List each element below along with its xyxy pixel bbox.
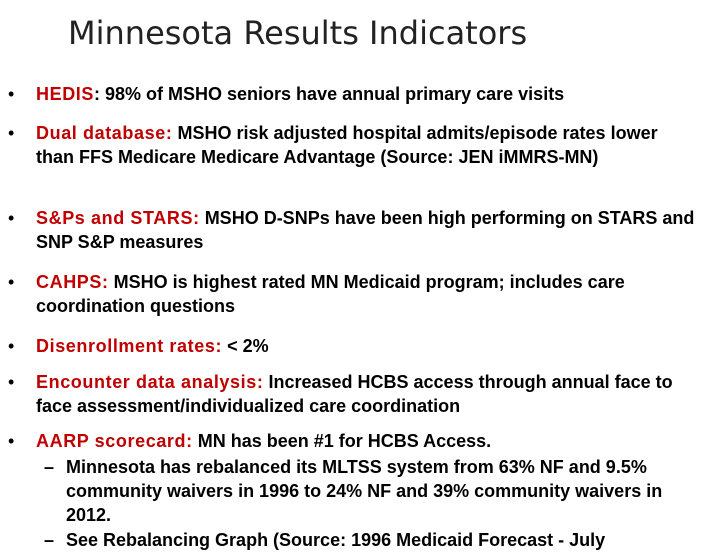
bullet-lead: Encounter data analysis: (36, 372, 264, 392)
bullet-text: CAHPS: MSHO is highest rated MN Medicaid… (36, 270, 698, 318)
bullet-lead: CAHPS: (36, 272, 109, 292)
bullet-text: HEDIS: 98% of MSHO seniors have annual p… (36, 82, 698, 106)
slide-title: Minnesota Results Indicators (68, 14, 528, 52)
bullet-body: MSHO risk adjusted hospital admits/episo… (36, 123, 658, 167)
bullet-text: S&Ps and STARS: MSHO D-SNPs have been hi… (36, 206, 698, 254)
bullet-body: MSHO D-SNPs have been high performing on… (36, 208, 695, 252)
bullet-list: • HEDIS: 98% of MSHO seniors have annual… (8, 82, 698, 550)
bullet-body: : 98% of MSHO seniors have annual primar… (94, 84, 565, 104)
subbullet-graph-source: – See Rebalancing Graph (Source: 1996 Me… (44, 528, 694, 552)
bullet-lead: S&Ps and STARS: (36, 208, 200, 228)
bullet-body: MN has been #1 for HCBS Access. (192, 431, 492, 451)
subbullet-text: Minnesota has rebalanced its MLTSS syste… (66, 457, 663, 525)
bullet-marker: • (8, 208, 15, 228)
bullet-marker: • (8, 336, 15, 356)
bullet-body: Increased HCBS access through annual fac… (36, 372, 673, 416)
bullet-marker: • (8, 123, 15, 143)
bullet-body: MSHO is highest rated MN Medicaid progra… (36, 272, 625, 316)
bullet-body: < 2% (222, 336, 269, 356)
bullet-lead: HEDIS (36, 84, 95, 104)
bullet-lead: Disenrollment rates: (36, 336, 223, 356)
bullet-lead: Dual database: (36, 123, 173, 143)
bullet-text: Dual database: MSHO risk adjusted hospit… (36, 121, 698, 169)
subbullet-text: See Rebalancing Graph (Source: 1996 Medi… (66, 530, 606, 550)
bullet-marker: • (8, 431, 15, 451)
bullet-text: AARP scorecard: MN has been #1 for HCBS … (36, 429, 698, 453)
bullet-text: Encounter data analysis: Increased HCBS … (36, 370, 698, 418)
bullet-lead: AARP scorecard: (36, 431, 193, 451)
bullet-marker: • (8, 84, 15, 104)
subbullet-marker: – (44, 457, 55, 477)
bullet-text: Disenrollment rates: < 2% (36, 334, 698, 358)
bullet-marker: • (8, 272, 15, 292)
subbullet-marker: – (44, 530, 55, 550)
subbullet-rebalancing: – Minnesota has rebalanced its MLTSS sys… (44, 455, 694, 527)
bullet-marker: • (8, 372, 15, 392)
